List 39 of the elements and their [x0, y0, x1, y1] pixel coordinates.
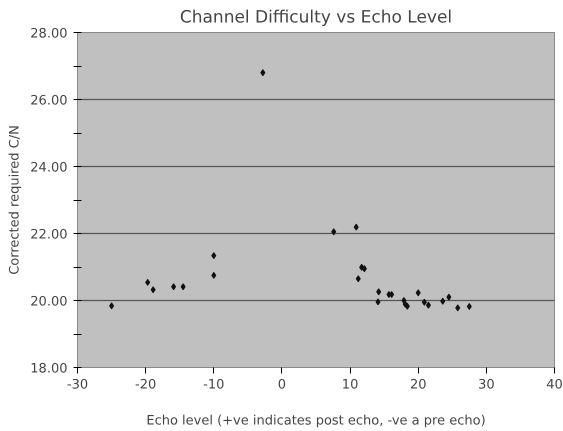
y-axis-title: Corrected required C/N	[8, 125, 22, 275]
x-axis-title: Echo level (+ve indicates post echo, -ve a pre echo)	[146, 414, 486, 428]
x-tick-label: 20	[410, 378, 426, 392]
point	[416, 289, 421, 296]
y-tick-label: 20.00	[30, 294, 68, 310]
y-tick-label: 24.00	[30, 160, 68, 176]
point	[389, 290, 394, 298]
point	[260, 69, 266, 76]
point	[331, 228, 336, 236]
x-tick-label: -30	[66, 378, 88, 392]
x-tick-label: 30	[478, 378, 495, 392]
point	[109, 302, 114, 310]
point	[180, 283, 186, 290]
point	[440, 298, 446, 305]
chart-title: Channel Difficulty vs Echo Level	[180, 8, 452, 28]
point	[356, 275, 361, 282]
point	[376, 298, 381, 306]
point	[150, 286, 156, 294]
point	[211, 252, 216, 260]
point	[211, 272, 216, 279]
point	[376, 288, 382, 296]
x-tick-label: 0	[278, 378, 286, 392]
x-tick-label: -10	[203, 378, 224, 392]
x-tick-label: -20	[135, 378, 156, 392]
point	[455, 304, 460, 312]
point	[145, 278, 150, 286]
point	[426, 302, 431, 309]
point	[422, 298, 427, 306]
x-tick-label: 10	[342, 378, 358, 392]
point	[466, 303, 472, 310]
point	[362, 265, 367, 272]
y-tick-label: 22.00	[30, 228, 68, 242]
point	[354, 224, 359, 231]
y-tick-label: 28.00	[30, 26, 68, 42]
y-tick-label: 18.00	[30, 362, 68, 376]
x-tick-label: 40	[546, 378, 563, 392]
point	[171, 283, 176, 290]
y-tick-label: 26.00	[30, 94, 68, 108]
point	[446, 294, 452, 301]
